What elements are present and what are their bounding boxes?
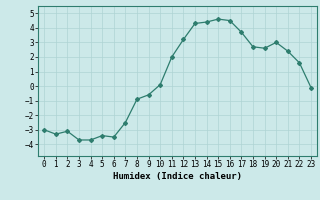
- X-axis label: Humidex (Indice chaleur): Humidex (Indice chaleur): [113, 172, 242, 181]
